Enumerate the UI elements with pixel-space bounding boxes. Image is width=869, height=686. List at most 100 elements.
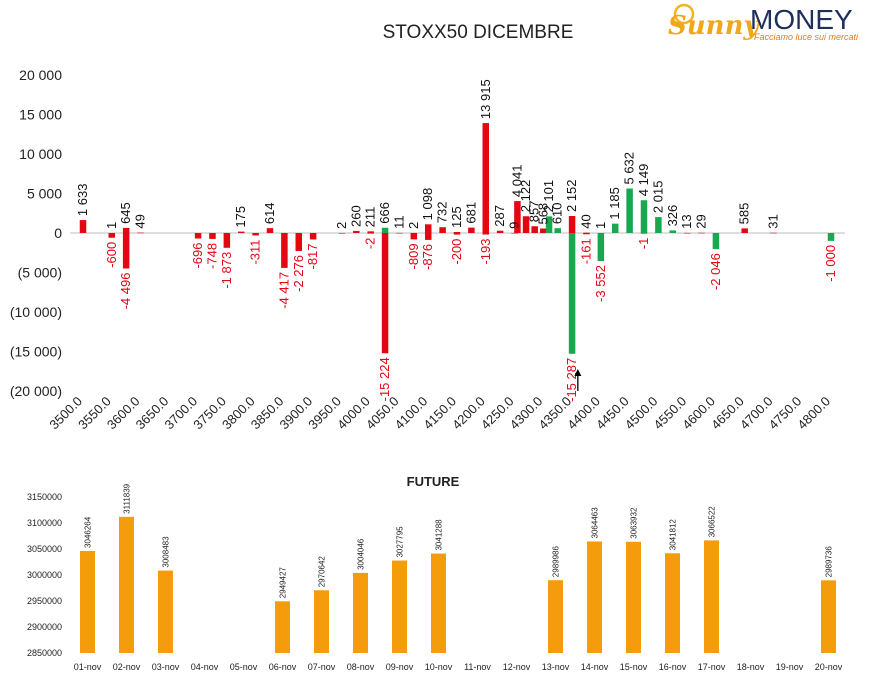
logo-sunny-text: Sunny	[668, 11, 760, 41]
bar-value-label: 287	[492, 205, 507, 227]
bar	[698, 232, 705, 234]
future-x-tick-label: 20-nov	[815, 662, 843, 672]
y-tick-label: 10 000	[19, 146, 62, 162]
bar	[439, 227, 446, 233]
future-bar-value-label: 2989736	[825, 546, 834, 578]
bar	[223, 233, 231, 248]
future-bar	[704, 540, 719, 653]
bar-value-label: 732	[435, 202, 450, 224]
future-bar-value-label: 3063932	[630, 507, 639, 539]
future-bar-value-label: 3041812	[669, 519, 678, 551]
logo-tagline: Facciamo luce sui mercati	[754, 32, 859, 42]
bar	[522, 216, 530, 233]
y-tick-label: 5 000	[27, 186, 62, 202]
bar	[367, 231, 374, 233]
bar	[611, 223, 619, 233]
y-tick-label: (5 000)	[18, 265, 62, 281]
bar	[640, 233, 648, 234]
future-y-tick-label: 3100000	[27, 518, 62, 528]
arrow-head	[574, 369, 582, 376]
future-bar-value-label: 3046264	[84, 516, 93, 548]
bar-value-label: 125	[449, 206, 464, 228]
bar	[79, 220, 87, 233]
bar-value-label: -4 496	[118, 273, 133, 310]
bar	[531, 226, 538, 233]
x-tick-label: 4800.0	[794, 394, 833, 433]
bar	[396, 232, 403, 234]
bar-value-label: -200	[449, 239, 464, 265]
bar-value-label: 29	[694, 214, 709, 228]
future-x-tick-label: 05-nov	[230, 662, 258, 672]
future-x-axis: 01-nov 02-nov 03-nov 04-nov 05-nov 06-nov 07-n…	[74, 662, 843, 672]
bar-value-label: -1 000	[823, 245, 838, 282]
bar	[122, 233, 130, 269]
bar-value-label: 645	[118, 202, 133, 224]
bar-value-label: 49	[133, 214, 148, 228]
future-x-tick-label: 17-nov	[698, 662, 726, 672]
bar-value-label: -15 287	[564, 358, 579, 402]
bar-value-label: 2 015	[650, 181, 665, 214]
bar-value-label: -2 046	[708, 253, 723, 290]
main-chart-title: STOXX50 DICEMBRE	[383, 22, 574, 43]
bar	[482, 123, 490, 233]
main-bars	[79, 123, 835, 354]
future-value-labels: 3046264 3111839 3008483 2949427 2970642 30040…	[84, 483, 834, 598]
future-bar	[275, 601, 290, 653]
bar-value-label: 1 633	[75, 184, 90, 217]
bar	[453, 233, 461, 235]
bar	[511, 232, 518, 234]
bar-value-label: 1 185	[607, 187, 622, 220]
future-chart-title: FUTURE	[407, 474, 460, 489]
bar-value-label: 2 101	[541, 180, 556, 213]
bar-value-label: 1 098	[420, 188, 435, 221]
future-x-tick-label: 12-nov	[503, 662, 531, 672]
bar-value-label: 681	[463, 202, 478, 224]
bar	[655, 217, 662, 233]
future-y-tick-label: 3150000	[27, 492, 62, 502]
y-tick-label: (10 000)	[10, 304, 62, 320]
bar	[640, 200, 648, 233]
bar-value-label: 585	[737, 203, 752, 225]
bar	[540, 228, 547, 233]
future-bar-value-label: 3004046	[357, 538, 366, 570]
main-y-axis: 20 000 15 000 10 000 5 000 0 (5 000) (10 000) (…	[10, 67, 62, 399]
future-bar-value-label: 2949427	[279, 567, 288, 599]
bar	[770, 232, 777, 234]
main-annotations	[574, 369, 582, 391]
bar-value-label: -1 873	[219, 252, 234, 289]
main-x-axis: 3500.03550.03600.03650.03700.03750.03800…	[46, 394, 833, 433]
bar-value-label: -2	[363, 238, 378, 250]
bar	[137, 232, 144, 234]
future-y-tick-label: 2850000	[27, 648, 62, 658]
bar	[266, 228, 274, 233]
bar	[367, 233, 374, 234]
bar-value-label: -600	[104, 242, 119, 268]
bar-value-label: 13 915	[478, 79, 493, 119]
future-y-tick-label: 3050000	[27, 544, 62, 554]
future-bar-value-label: 3041288	[435, 519, 444, 551]
future-bar	[626, 541, 641, 653]
bar	[669, 230, 677, 233]
bar	[741, 228, 748, 233]
brand-logo: Sunny MONEY Facciamo luce sui mercati	[668, 3, 859, 42]
bar	[122, 227, 130, 233]
bar	[568, 233, 576, 354]
future-y-tick-label: 3000000	[27, 570, 62, 580]
bar	[597, 233, 605, 262]
bar-value-label: 260	[348, 205, 363, 227]
bar	[237, 231, 245, 233]
bar-value-label: -193	[478, 239, 493, 265]
bar	[568, 215, 576, 233]
bar	[252, 233, 259, 236]
bar-value-label: -311	[248, 239, 263, 264]
bar-value-label: -817	[305, 243, 320, 269]
bar	[381, 227, 389, 233]
bar	[468, 227, 475, 233]
future-bar	[353, 572, 368, 653]
future-bar	[431, 553, 446, 653]
bar	[514, 201, 521, 233]
bar	[353, 230, 360, 233]
bar	[583, 232, 590, 234]
bar-value-label: 175	[233, 206, 248, 228]
